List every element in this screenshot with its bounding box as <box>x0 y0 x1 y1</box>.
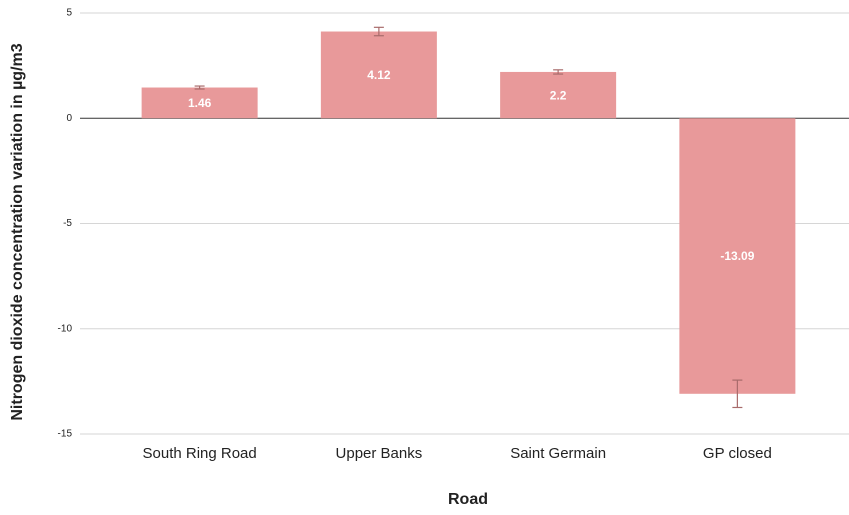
bar <box>141 87 258 119</box>
error-bar <box>194 85 205 90</box>
error-bar <box>373 26 384 37</box>
data-label: 1.46 <box>188 96 212 110</box>
x-tick-label: GP closed <box>703 445 772 462</box>
data-label: 4.12 <box>367 68 391 82</box>
y-tick-label: -5 <box>63 218 72 229</box>
x-tick-label: Saint Germain <box>510 445 606 462</box>
x-axis-title: Road <box>448 491 488 508</box>
y-tick-label: -15 <box>58 429 73 440</box>
data-label: 2.2 <box>550 88 567 102</box>
error-bar <box>732 379 743 409</box>
error-bar <box>553 69 564 75</box>
bar <box>500 71 617 119</box>
y-axis-title: Nitrogen dioxide concentration variation… <box>9 43 26 420</box>
x-tick-label: South Ring Road <box>143 445 257 462</box>
y-tick-label: -10 <box>58 323 73 334</box>
bar <box>320 31 437 119</box>
y-tick-label: 5 <box>66 8 72 19</box>
y-tick-label: 0 <box>66 113 72 124</box>
bar <box>679 118 796 394</box>
data-label: -13.09 <box>720 249 754 263</box>
x-tick-label: Upper Banks <box>336 445 423 462</box>
